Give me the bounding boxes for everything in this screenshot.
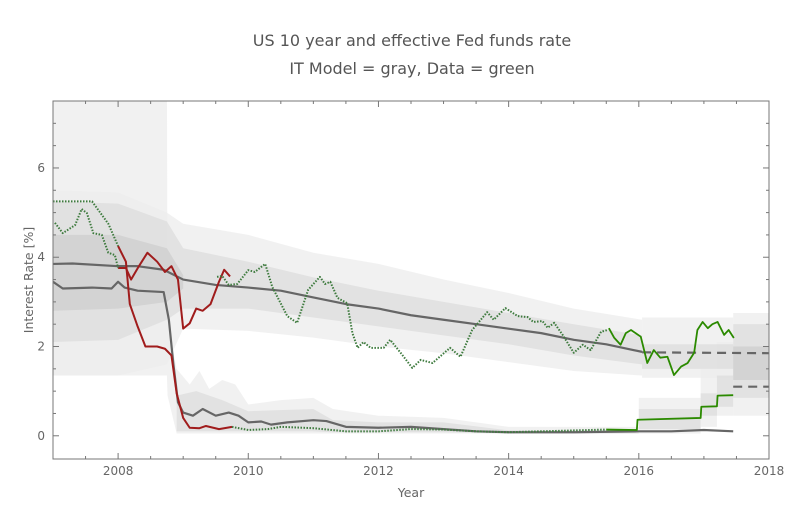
x-tick-label: 2008 xyxy=(103,464,134,478)
forecast-box-mid xyxy=(642,344,734,369)
x-tick-label: 2016 xyxy=(624,464,655,478)
y-tick-label: 2 xyxy=(37,340,45,354)
chart-title: US 10 year and effective Fed funds rate xyxy=(253,31,571,50)
y-tick-label: 4 xyxy=(37,250,45,264)
plot-area: 2008 2010 2012 2014 2016 2018 0 2 4 6 xyxy=(37,100,785,478)
series-line-green-dotted xyxy=(216,262,608,369)
x-axis-label: Year xyxy=(397,485,425,500)
forecast-box-mid xyxy=(716,375,734,407)
forecast-box-mid xyxy=(700,393,717,416)
series-line-model-dashed xyxy=(642,351,769,355)
plot-clip-group xyxy=(53,101,769,434)
series-line-red xyxy=(118,251,231,330)
x-tick-label: 2014 xyxy=(493,464,524,478)
forecast-box-inner xyxy=(733,346,769,380)
y-tick-label: 6 xyxy=(37,161,45,175)
chart-subtitle: IT Model = gray, Data = green xyxy=(289,59,534,78)
series-line-red xyxy=(117,245,233,431)
y-tick-label: 0 xyxy=(37,429,45,443)
x-tick-label: 2012 xyxy=(363,464,394,478)
x-tick-label: 2010 xyxy=(233,464,264,478)
x-tick-label: 2018 xyxy=(754,464,785,478)
series-line-green xyxy=(606,394,734,431)
series-line-green-dotted xyxy=(231,425,607,434)
series-line-model xyxy=(53,262,643,353)
series-line-green xyxy=(608,321,735,376)
y-axis-label: Interest Rate [%] xyxy=(21,227,36,333)
uncertainty-band-outer xyxy=(53,101,639,434)
uncertainty-band-mid xyxy=(53,201,643,365)
